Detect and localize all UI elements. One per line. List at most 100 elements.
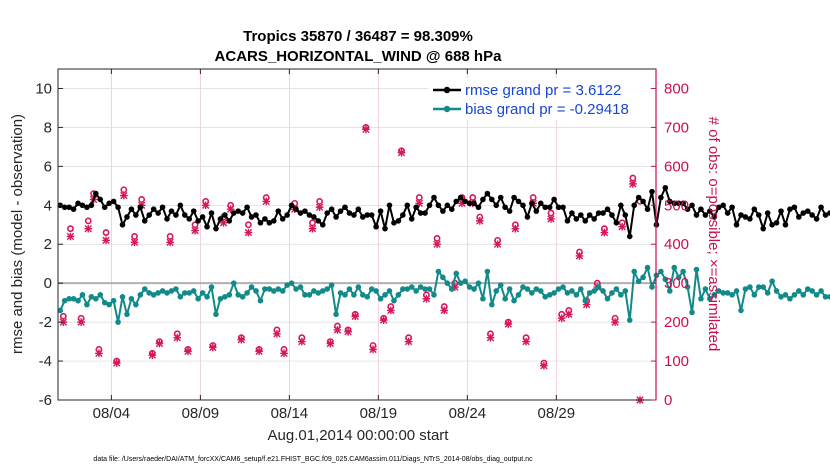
x-tick-label: 08/24 [449, 405, 487, 422]
rmse-point [435, 202, 442, 209]
x-tick-label: 08/04 [93, 405, 131, 422]
legend-bias-marker [443, 105, 451, 113]
bias-point [649, 284, 655, 290]
y-right-tick-label: 200 [664, 314, 689, 331]
rmse-point [804, 208, 811, 214]
rmse-point [204, 223, 210, 230]
bias-point [755, 284, 762, 290]
rmse-point [306, 212, 313, 218]
bias-point [275, 286, 282, 292]
rmse-point [382, 225, 388, 232]
rmse-point [604, 206, 611, 212]
assimilated-point [362, 125, 370, 134]
assimilated-point [611, 318, 619, 326]
assimilated-point [582, 300, 591, 309]
bias-point [787, 295, 793, 302]
bias-point [711, 292, 718, 298]
assimilated-point [237, 335, 246, 344]
bias-point [595, 284, 602, 290]
rmse-point [115, 204, 121, 211]
rmse-point [159, 204, 166, 211]
assimilated-point [297, 337, 306, 346]
y-right-tick-label: 700 [664, 119, 689, 136]
rmse-point [195, 218, 201, 224]
rmse-point [270, 218, 277, 224]
bias-point [199, 290, 206, 296]
assimilated-point [273, 329, 281, 338]
assimilated-point [130, 238, 139, 247]
rmse-point [475, 204, 482, 211]
bias-point [546, 292, 553, 298]
rmse-point [66, 204, 72, 211]
rmse-point [733, 221, 740, 228]
bias-point [435, 268, 442, 275]
assimilated-point [226, 205, 235, 214]
rmse-point [413, 204, 419, 211]
bias-point [804, 286, 811, 292]
assimilated-point [219, 218, 228, 227]
rmse-point [155, 210, 161, 216]
bias-point [515, 292, 522, 298]
bias-point [93, 295, 99, 302]
rmse-point [253, 212, 259, 218]
bias-point [582, 297, 589, 304]
rmse-point [787, 206, 793, 212]
rmse-point [346, 210, 353, 216]
bias-point [351, 292, 357, 298]
bias-point [222, 294, 228, 300]
assimilated-point [351, 312, 360, 321]
bias-point [431, 292, 437, 298]
assimilated-point [493, 240, 502, 249]
bias-point [115, 319, 121, 325]
rmse-point [578, 212, 584, 218]
bias-point [426, 286, 433, 292]
bias-point [551, 290, 557, 296]
assimilated-point [112, 359, 121, 367]
assimilated-point [547, 215, 555, 223]
bias-point [524, 286, 531, 292]
bias-point [168, 288, 175, 294]
rmse-point [110, 198, 117, 205]
bias-point [328, 282, 335, 288]
bias-point [493, 288, 500, 294]
assimilated-point [184, 347, 192, 356]
rmse-point [702, 212, 709, 218]
bias-point [809, 288, 815, 294]
rmse-point [662, 184, 669, 191]
bias-point [675, 274, 682, 281]
rmse-point [689, 202, 695, 209]
bias-point [257, 297, 264, 304]
bias-point [658, 268, 664, 275]
bias-point [382, 292, 388, 298]
bias-point [591, 288, 597, 294]
rmse-point [137, 204, 144, 211]
rmse-point [573, 216, 580, 222]
bias-point [279, 288, 286, 294]
rmse-point [618, 202, 624, 209]
rmse-point [422, 210, 428, 216]
legend-box [428, 78, 650, 120]
bias-point [471, 286, 477, 292]
bias-point [462, 278, 468, 285]
series-layer [57, 124, 830, 404]
rmse-point [324, 210, 330, 216]
assimilated-point [333, 326, 342, 334]
bias-point [253, 288, 259, 294]
rmse-point [644, 206, 651, 212]
bias-point [618, 292, 624, 298]
rmse-point [751, 206, 758, 212]
bias-point [791, 292, 798, 298]
bias-point [226, 292, 233, 298]
legend-bias-label: bias grand pr = -0.29418 [465, 101, 629, 118]
series-rmse [57, 184, 830, 240]
assimilated-point [540, 361, 548, 370]
rmse-point [453, 198, 460, 205]
rmse-point [351, 212, 357, 218]
bias-point [204, 294, 210, 300]
assimilated-point [415, 199, 424, 208]
rmse-point [471, 200, 477, 207]
y-axis-left-label: rmse and bias (model - observation) [9, 114, 26, 354]
rmse-point [773, 220, 780, 226]
rmse-point [168, 208, 175, 214]
rmse-point [275, 208, 282, 214]
